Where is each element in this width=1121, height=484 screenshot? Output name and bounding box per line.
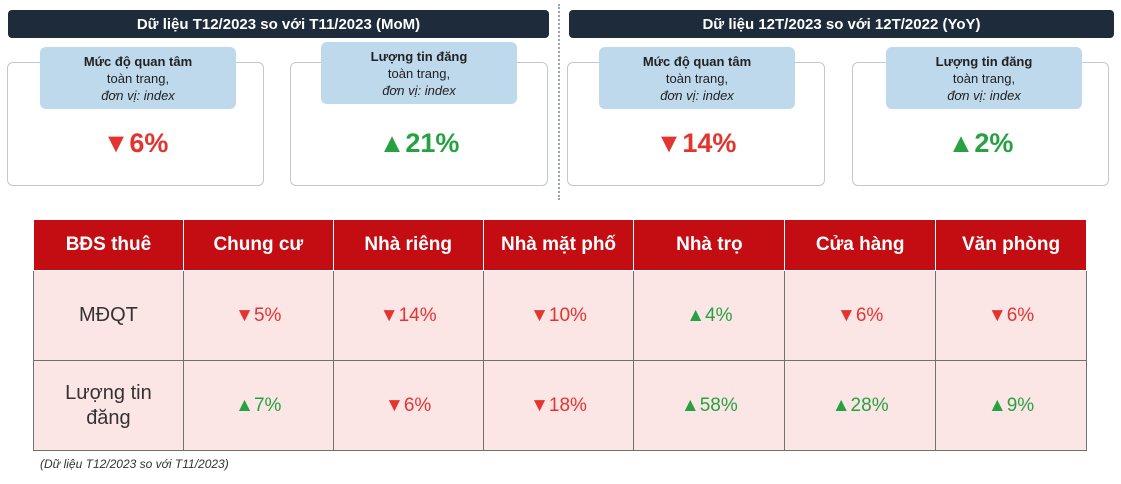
row-label: Lượng tin đăng (33, 360, 184, 451)
row-label-line: đăng (86, 406, 131, 429)
card-mom-interest-label: Mức độ quan tâm toàn trang, đơn vị: inde… (40, 47, 236, 109)
card-label-title: Lượng tin đăng (370, 49, 468, 64)
table-cell: ▼5% (182, 270, 334, 361)
table-cell: ▲58% (633, 360, 786, 451)
card-label-unit: đơn vị: index (660, 88, 734, 103)
card-yoy-interest-value: ▼14% (655, 128, 737, 158)
table-cell: ▼10% (482, 270, 635, 361)
card-label-title: Mức độ quan tâm (642, 54, 752, 69)
table-cell: ▲7% (182, 360, 334, 451)
table-row: MĐQT ▼5% ▼14% ▼10% ▲4% ▼6% ▼6% (33, 270, 1087, 361)
table-cell: ▼6% (784, 270, 937, 361)
table-cell: ▼6% (935, 270, 1087, 361)
column-header: Văn phòng (935, 219, 1087, 271)
card-label-scope: toàn trang, (106, 71, 170, 86)
card-label-title: Lượng tin đăng (935, 54, 1033, 69)
card-label-scope: toàn trang, (952, 71, 1016, 86)
table-cell: ▲9% (935, 360, 1087, 451)
table-cell: ▼14% (332, 270, 484, 361)
card-yoy-listings-label: Lượng tin đăng toàn trang, đơn vị: index (886, 47, 1082, 109)
table-cell: ▲4% (633, 270, 786, 361)
row-label: MĐQT (33, 270, 184, 361)
section-divider (558, 4, 560, 200)
column-header: Chung cư (182, 219, 334, 271)
row-label-line: Lượng tin (65, 381, 152, 404)
card-yoy-listings-value: ▲2% (947, 128, 1014, 158)
card-label-scope: toàn trang, (665, 71, 729, 86)
column-header: BĐS thuê (33, 219, 184, 271)
header-mom: Dữ liệu T12/2023 so với T11/2023 (MoM) (8, 10, 549, 38)
table-cell: ▲28% (784, 360, 937, 451)
column-header: Nhà mặt phố (482, 219, 635, 271)
column-header: Cửa hàng (784, 219, 937, 271)
table-cell: ▼18% (482, 360, 635, 451)
card-mom-listings-label: Lượng tin đăng toàn trang, đơn vị: index (321, 42, 517, 104)
card-label-unit: đơn vị: index (101, 88, 175, 103)
column-header: Nhà riêng (332, 219, 484, 271)
table-header-row: BĐS thuê Chung cư Nhà riêng Nhà mặt phố … (33, 219, 1087, 271)
header-yoy: Dữ liệu 12T/2023 so với 12T/2022 (YoY) (569, 10, 1114, 38)
card-mom-interest-value: ▼6% (102, 128, 169, 158)
card-label-scope: toàn trang, (387, 66, 451, 81)
footnote: (Dữ liệu T12/2023 so với T11/2023) (40, 457, 229, 471)
card-label-unit: đơn vị: index (947, 88, 1021, 103)
card-label-title: Mức độ quan tâm (83, 54, 193, 69)
rental-comparison-table: BĐS thuê Chung cư Nhà riêng Nhà mặt phố … (33, 219, 1087, 451)
card-label-unit: đơn vị: index (382, 83, 456, 98)
card-yoy-interest-label: Mức độ quan tâm toàn trang, đơn vị: inde… (599, 47, 795, 109)
card-mom-listings-value: ▲21% (378, 128, 460, 158)
column-header: Nhà trọ (633, 219, 786, 271)
table-cell: ▼6% (332, 360, 484, 451)
table-row: Lượng tin đăng ▲7% ▼6% ▼18% ▲58% ▲28% ▲9… (33, 360, 1087, 451)
